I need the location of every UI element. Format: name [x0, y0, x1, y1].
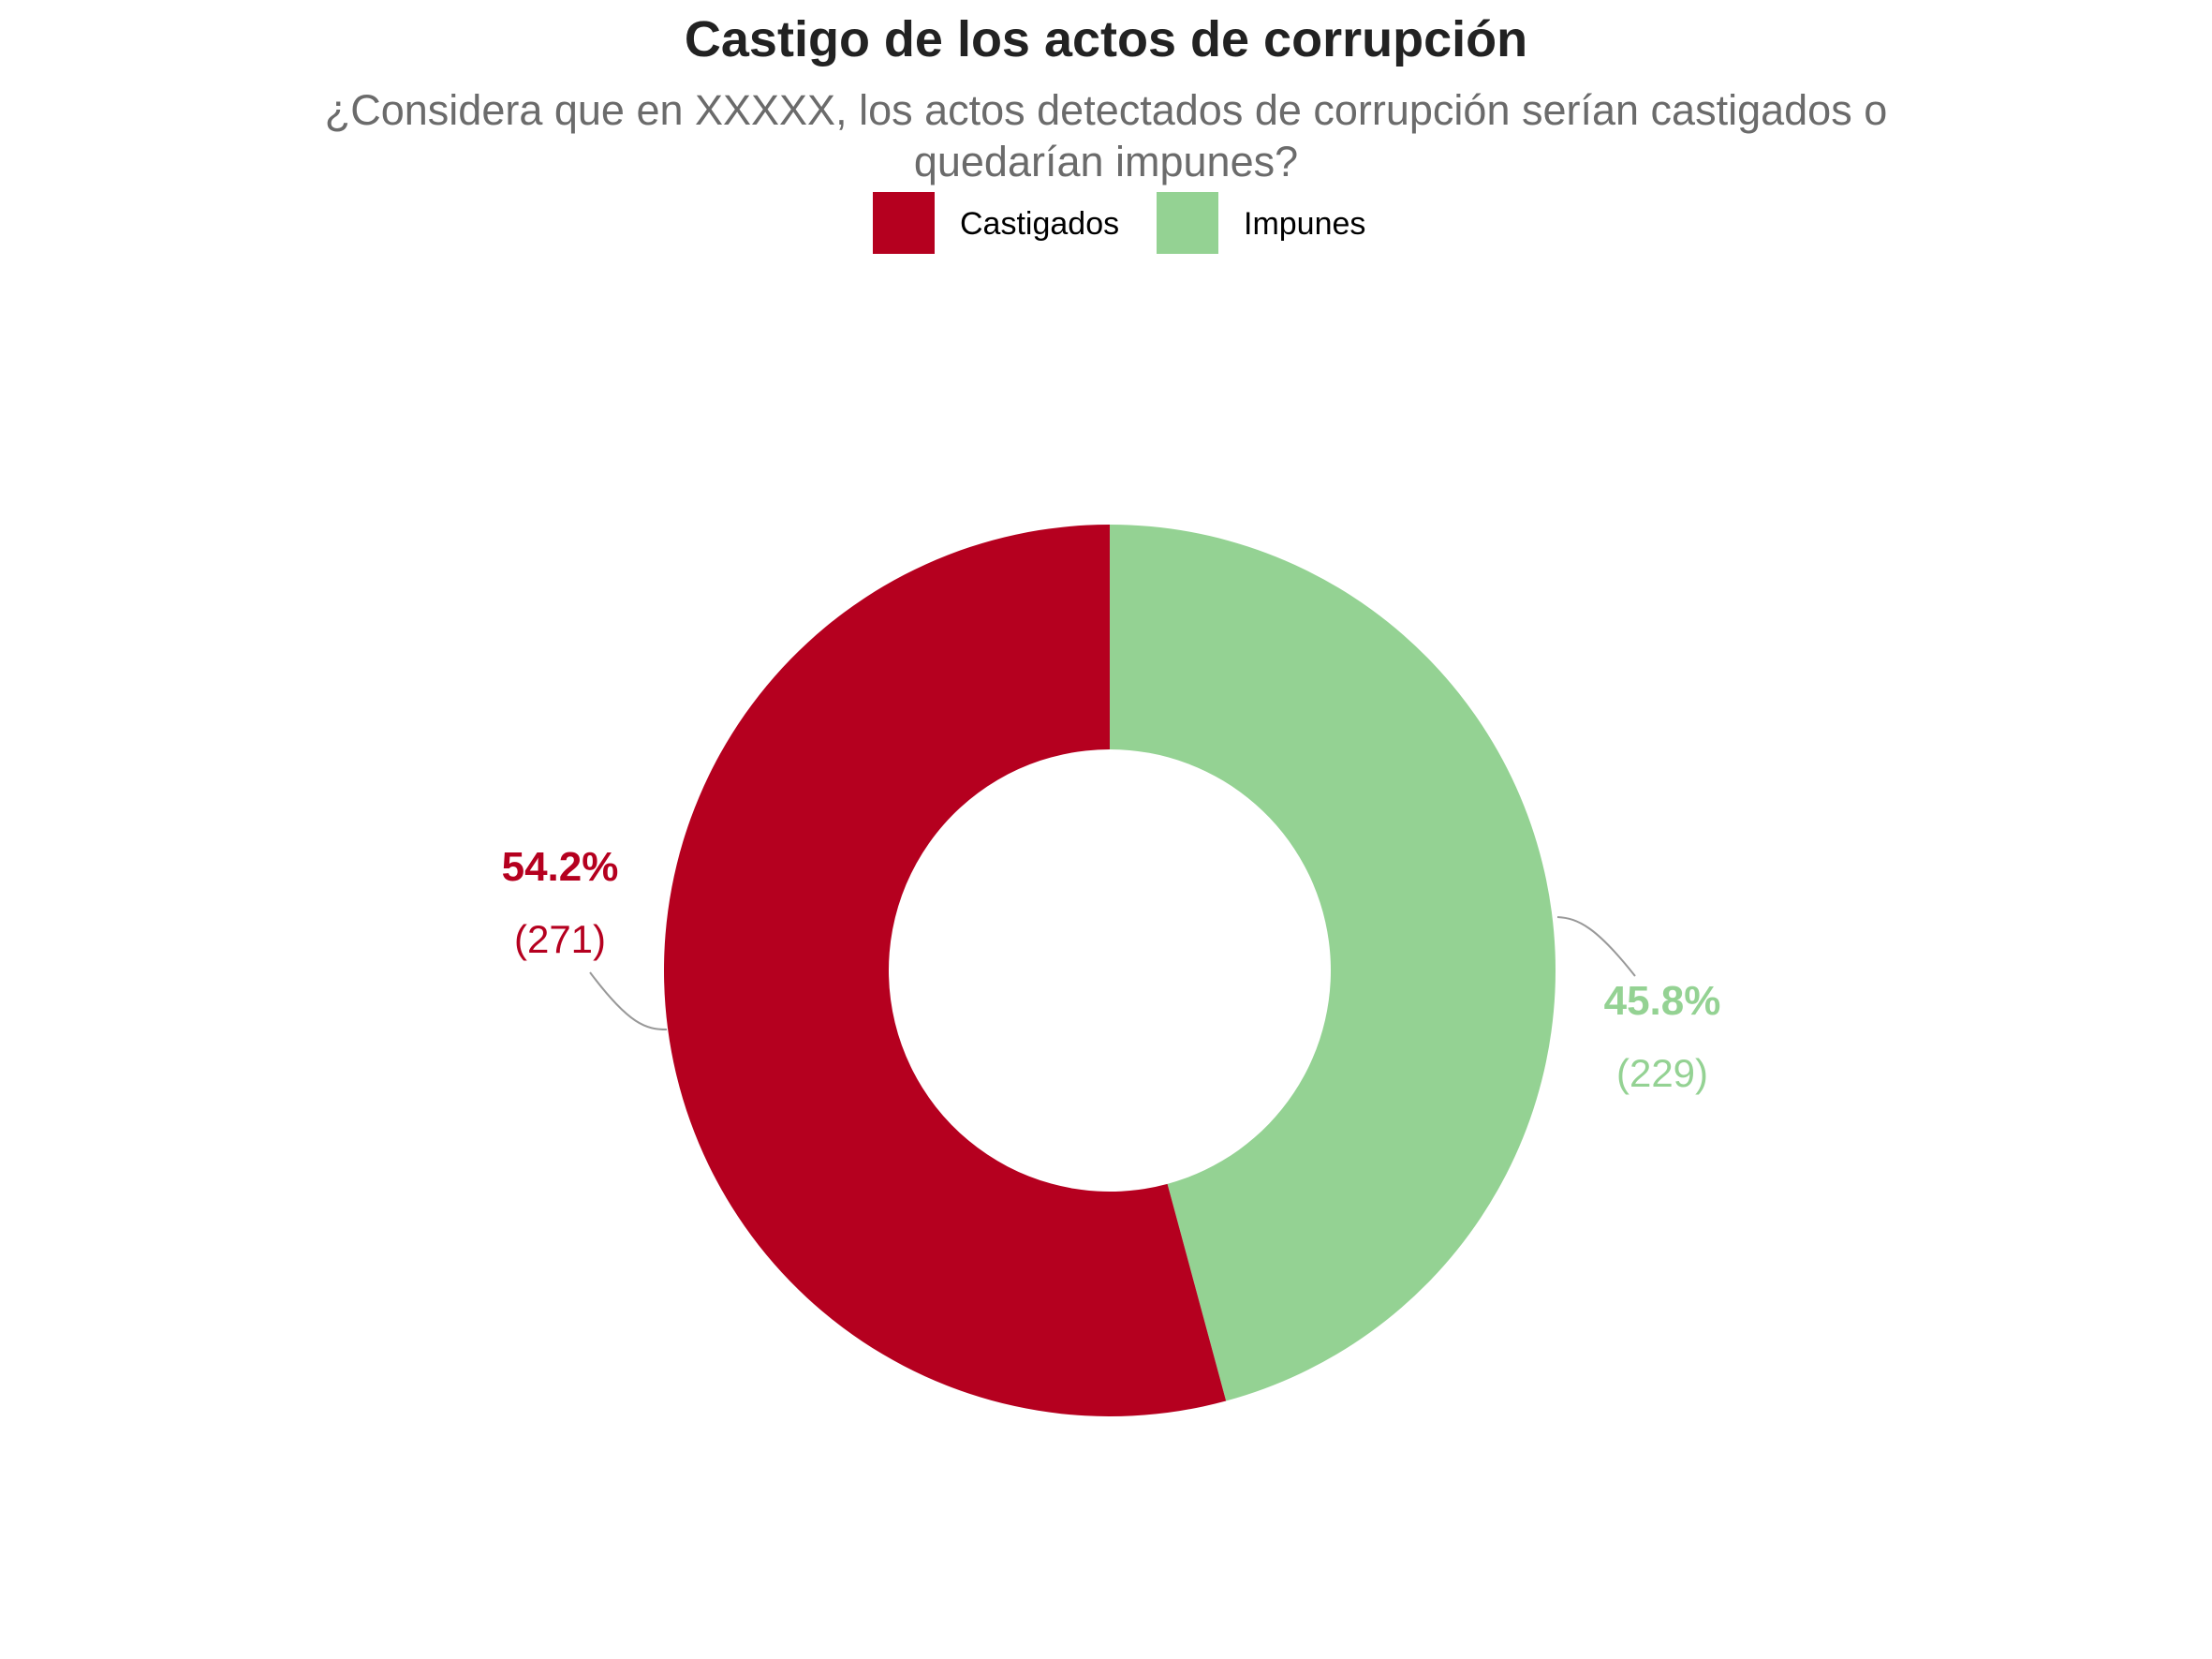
slice-castigados: [664, 525, 1227, 1416]
legend: Castigados Impunes: [873, 192, 1365, 254]
leader-line-castigados: [589, 971, 668, 1030]
slice-percent-castigados: 54.2%: [502, 844, 619, 890]
slice-labels: 54.2% (271) 45.8% (229): [502, 844, 1721, 1095]
slice-count-impunes: (229): [1616, 1051, 1708, 1095]
slice-impunes: [1110, 525, 1556, 1401]
chart-subtitle-line-1: ¿Considera que en XXXXX, los actos detec…: [325, 86, 1887, 134]
donut-slices: [664, 525, 1556, 1416]
chart-subtitle-line-2: quedarían impunes?: [914, 138, 1298, 185]
legend-swatch-impunes: [1157, 192, 1218, 254]
slice-percent-impunes: 45.8%: [1604, 978, 1721, 1024]
legend-label-castigados: Castigados: [960, 206, 1119, 242]
slice-count-castigados: (271): [514, 917, 606, 961]
leader-line-impunes: [1556, 916, 1636, 977]
legend-swatch-castigados: [873, 192, 935, 254]
chart-title: Castigo de los actos de corrupción: [685, 11, 1527, 67]
legend-label-impunes: Impunes: [1244, 206, 1365, 242]
